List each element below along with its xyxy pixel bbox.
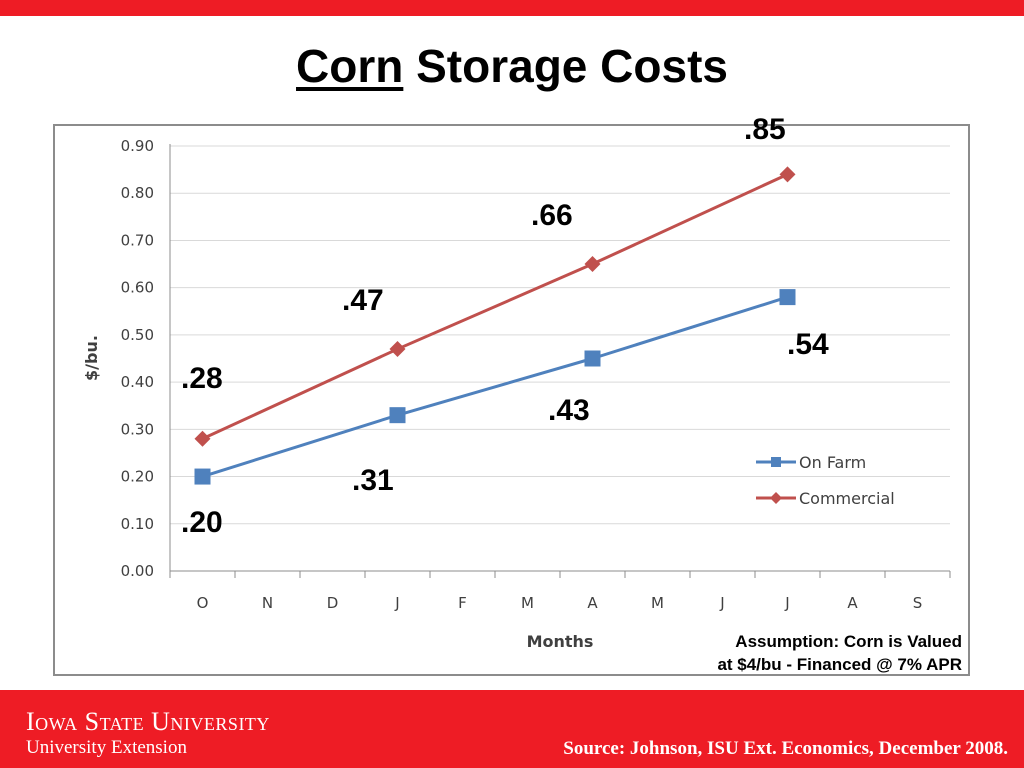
assumption-line-1: Assumption: Corn is Valued <box>735 632 962 651</box>
y-tick-label: 0.00 <box>121 562 154 580</box>
x-tick-label: F <box>458 594 467 612</box>
callout-commercial-jan: .47 <box>342 284 384 317</box>
y-tick-label: 0.90 <box>121 137 154 155</box>
title-rest: Storage Costs <box>403 40 728 92</box>
y-tick-label: 0.50 <box>121 326 154 344</box>
y-axis-title: $/bu. <box>82 335 101 381</box>
data-point-commercial <box>194 430 211 447</box>
legend-marker-on-farm <box>771 457 781 467</box>
x-tick-label: A <box>587 594 598 612</box>
series-line-on-farm <box>202 295 788 478</box>
x-tick-label: J <box>394 594 399 612</box>
data-point-on-farm <box>389 407 406 424</box>
x-tick-label: D <box>327 594 339 612</box>
data-point-on-farm <box>194 468 211 485</box>
callout-on-farm-jan: .31 <box>352 464 394 497</box>
data-point-commercial <box>779 166 796 183</box>
x-tick-label: M <box>521 594 534 612</box>
data-point-commercial <box>584 256 601 273</box>
data-point-on-farm <box>584 350 601 367</box>
series-line-commercial <box>201 172 789 441</box>
y-tick-label: 0.40 <box>121 373 154 391</box>
chart-frame <box>53 124 970 676</box>
callout-commercial-jul: .85 <box>744 113 786 146</box>
x-tick-label: M <box>651 594 664 612</box>
slide-title: Corn Storage Costs <box>0 38 1024 94</box>
university-unit: University Extension <box>26 737 187 758</box>
y-tick-label: 0.70 <box>121 231 154 249</box>
data-point-on-farm <box>779 289 796 306</box>
title-emphasis: Corn <box>296 40 404 92</box>
source-citation: Source: Johnson, ISU Ext. Economics, Dec… <box>563 738 1008 759</box>
footer-red-bar <box>0 690 1024 768</box>
x-tick-label: S <box>913 594 923 612</box>
callout-on-farm-apr: .43 <box>548 394 590 427</box>
callout-commercial-oct: .28 <box>181 362 223 395</box>
x-tick-label: O <box>197 594 209 612</box>
assumption-note: Assumption: Corn is Valued at $4/bu - Fi… <box>717 630 962 676</box>
legend-label-commercial: Commercial <box>799 489 895 508</box>
x-tick-label: N <box>262 594 273 612</box>
y-tick-label: 0.10 <box>121 515 154 533</box>
legend-label-on-farm: On Farm <box>799 453 866 472</box>
data-point-commercial <box>389 341 406 358</box>
assumption-line-2: at $4/bu - Financed @ 7% APR <box>717 655 962 674</box>
callout-on-farm-jul: .54 <box>787 328 829 361</box>
callout-commercial-apr: .66 <box>531 199 573 232</box>
callout-on-farm-oct: .20 <box>181 506 223 539</box>
top-red-bar <box>0 0 1024 16</box>
x-tick-label: J <box>719 594 724 612</box>
university-wordmark: Iowa State University <box>26 707 270 736</box>
legend-marker-commercial <box>770 492 782 504</box>
x-tick-label: A <box>847 594 858 612</box>
y-tick-label: 0.80 <box>121 184 154 202</box>
y-tick-label: 0.20 <box>121 468 154 486</box>
y-tick-label: 0.30 <box>121 420 154 438</box>
y-tick-label: 0.60 <box>121 279 154 297</box>
x-axis-title: Months <box>527 632 594 651</box>
x-tick-label: J <box>784 594 789 612</box>
